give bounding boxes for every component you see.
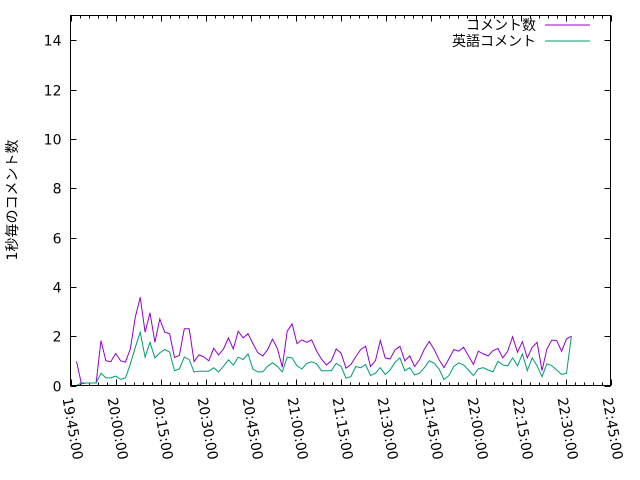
x-tick-label: 20:45:00 <box>239 396 266 461</box>
plot-border <box>70 15 611 386</box>
x-tick-label: 21:45:00 <box>419 396 446 461</box>
axis-ticks: 0 2 4 6 8 10 12 14 19:45:00 20:00:00 20:15:00 20:30… <box>44 15 626 461</box>
x-tick-label: 21:30:00 <box>374 396 401 461</box>
series-line-comments <box>76 297 572 385</box>
x-tick-label: 20:00:00 <box>104 396 131 461</box>
x-tick-label: 22:15:00 <box>509 396 536 461</box>
x-tick-label: 19:45:00 <box>59 396 86 461</box>
y-tick-label: 14 <box>44 34 62 50</box>
y-tick-label: 6 <box>53 232 62 248</box>
y-tick-label: 10 <box>44 133 62 149</box>
x-tick-label: 22:45:00 <box>599 396 626 461</box>
legend-label-english-comments: 英語コメント <box>452 33 536 50</box>
legend-label-comments: コメント数 <box>466 18 536 34</box>
x-tick-label: 22:30:00 <box>554 396 581 461</box>
series-lines <box>76 297 572 386</box>
x-tick-label: 21:15:00 <box>329 396 356 461</box>
series-line-english-comments <box>76 330 572 386</box>
y-tick-label: 12 <box>44 84 62 100</box>
x-tick-label: 22:00:00 <box>464 396 491 461</box>
x-tick-label: 21:00:00 <box>284 396 311 461</box>
y-tick-label: 2 <box>53 330 62 346</box>
legend: コメント数 英語コメント <box>452 18 590 50</box>
y-tick-label: 8 <box>53 182 62 198</box>
x-tick-label: 20:30:00 <box>194 396 221 461</box>
y-tick-label: 4 <box>53 281 62 297</box>
x-tick-label: 20:15:00 <box>149 396 176 461</box>
y-axis-label: 1秒毎のコメント数 <box>5 140 21 261</box>
y-tick-label: 0 <box>53 380 62 396</box>
